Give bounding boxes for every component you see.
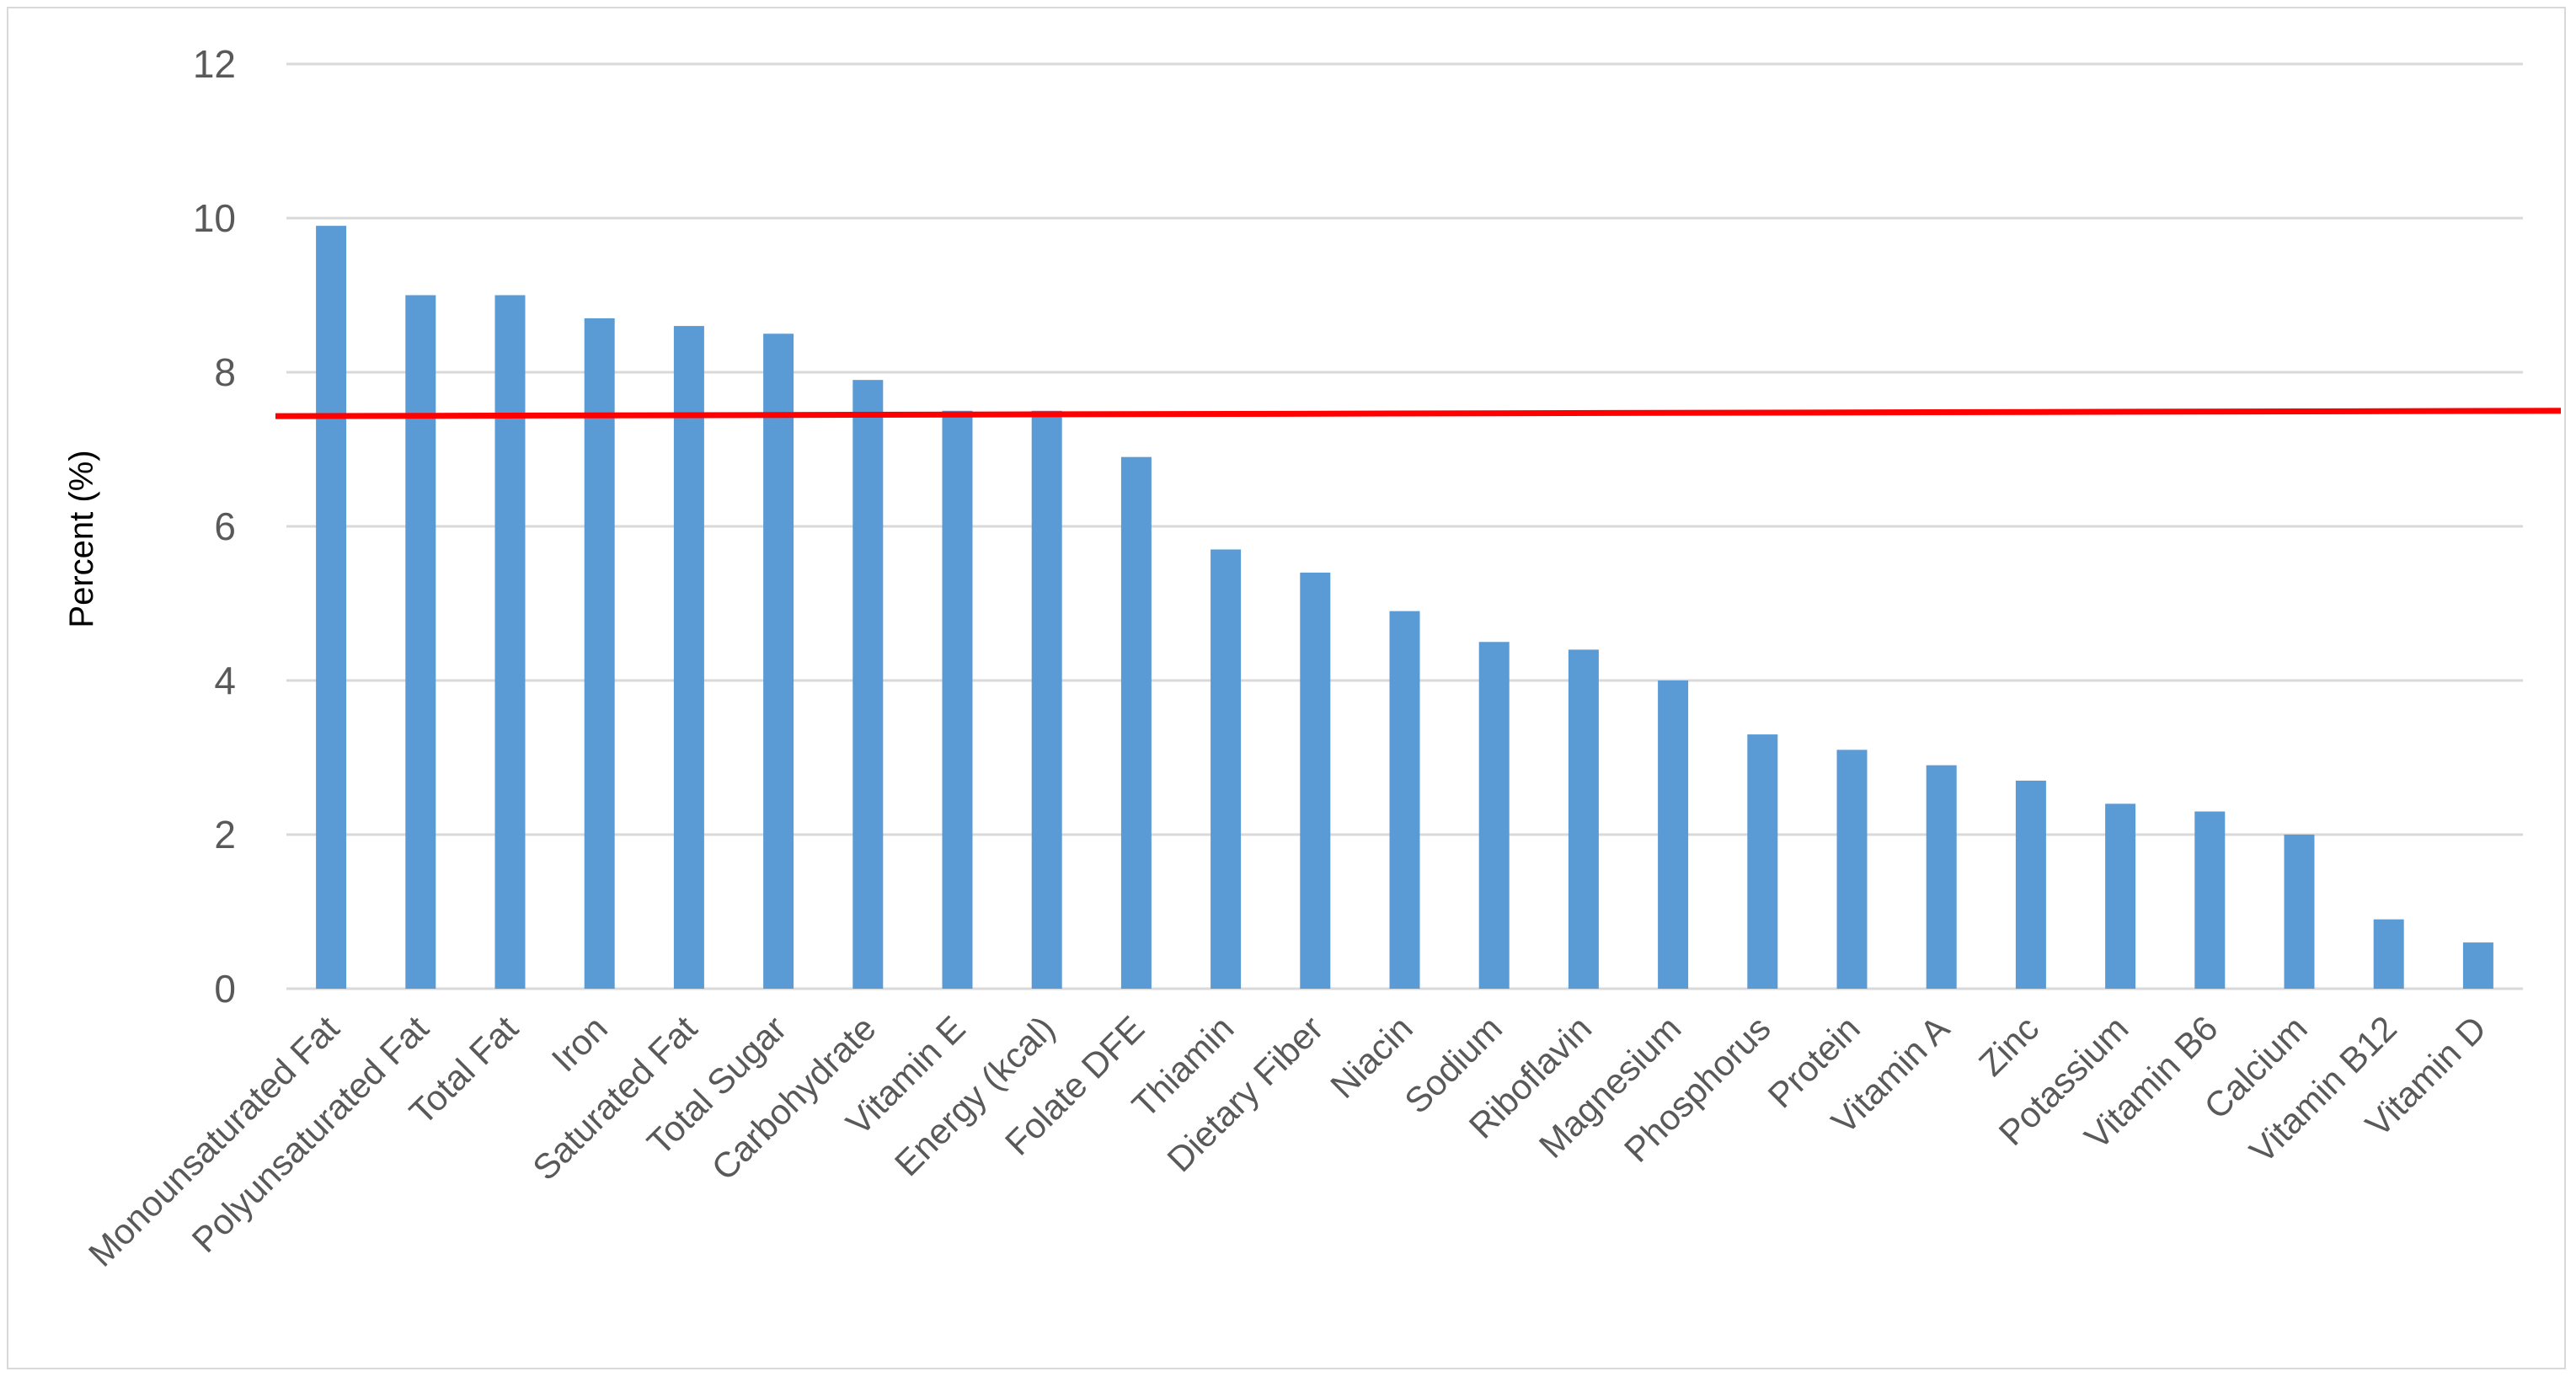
gridlines	[286, 62, 2523, 990]
bar	[2105, 803, 2136, 989]
y-tick-label: 10	[193, 196, 236, 240]
bar	[494, 295, 526, 989]
bar	[763, 333, 794, 989]
bar	[584, 317, 615, 989]
bar	[2015, 780, 2046, 989]
bar	[1658, 680, 1689, 989]
bar	[1389, 611, 1420, 989]
bar	[1211, 549, 1242, 989]
bar	[1031, 410, 1062, 989]
bar	[2373, 919, 2404, 989]
bars	[316, 226, 2493, 990]
bar	[2194, 811, 2226, 989]
bar	[1926, 765, 1957, 989]
bar	[942, 410, 973, 989]
y-tick-label: 2	[214, 813, 236, 856]
y-tick-label: 0	[214, 967, 236, 1011]
bar	[1120, 456, 1152, 989]
y-axis-ticks: 0 2 4 6 8 10 12	[193, 42, 236, 1011]
bar	[1300, 572, 1331, 989]
bar	[1836, 750, 1868, 989]
bar	[2462, 942, 2493, 989]
y-tick-label: 6	[214, 504, 236, 548]
bar	[316, 226, 347, 989]
bar	[852, 380, 884, 989]
bar	[1478, 642, 1510, 989]
y-tick-label: 12	[193, 42, 236, 86]
y-tick-label: 4	[214, 659, 236, 702]
bar	[1568, 649, 1599, 989]
bar	[673, 326, 704, 990]
reference-line	[275, 408, 2562, 419]
y-axis-title: Percent (%)	[63, 450, 100, 627]
bar	[1747, 734, 1778, 989]
y-tick-label: 8	[214, 350, 236, 394]
bar	[2284, 835, 2315, 989]
reference-line-layer	[275, 408, 2562, 419]
x-category-label: Dietary Fiber	[1159, 1008, 1330, 1179]
x-category-label: Iron	[544, 1008, 615, 1079]
x-category-label: Zinc	[1971, 1008, 2046, 1083]
bar	[405, 295, 436, 989]
